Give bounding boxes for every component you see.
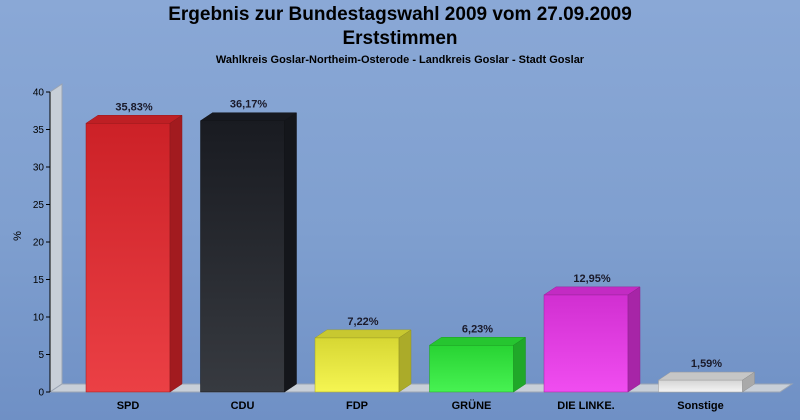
- data-label-gr-ne: 6,23%: [462, 323, 493, 335]
- y-tick-label-15: 15: [33, 275, 45, 286]
- bar-top-gr-ne: [428, 337, 527, 346]
- bar-die-linke: [543, 294, 629, 393]
- bar-side-cdu: [284, 112, 297, 393]
- bar-side-die-linke: [627, 286, 641, 393]
- category-label-gr-ne: GRÜNE: [452, 399, 492, 412]
- y-tick-label-0: 0: [38, 388, 44, 399]
- category-label-die-linke: DIE LINKE.: [557, 400, 614, 412]
- y-tick-label-5: 5: [38, 350, 44, 361]
- chart-caption: Wahlkreis Goslar-Northeim-Osterode - Lan…: [215, 54, 585, 66]
- bar-side-spd: [169, 114, 183, 393]
- y-tick-label-30: 30: [33, 163, 45, 174]
- data-label-sonstige: 1,59%: [691, 358, 722, 370]
- data-label-cdu: 36,17%: [230, 99, 268, 111]
- bar-side-sonstige: [742, 371, 755, 393]
- data-label-fdp: 7,22%: [347, 316, 378, 328]
- y-tick-label-35: 35: [33, 125, 45, 136]
- bar-top-sonstige: [657, 371, 756, 381]
- bar-cdu: [200, 120, 285, 393]
- chart-subtitle: Erststimmen: [342, 28, 458, 49]
- category-label-cdu: CDU: [231, 400, 255, 412]
- bar-fdp: [314, 337, 400, 393]
- bar-top-die-linke: [543, 286, 641, 296]
- y-axis-label: %: [12, 231, 24, 241]
- y-tick-label-10: 10: [33, 313, 45, 324]
- chart-side-wall: [49, 83, 63, 393]
- bar-spd: [85, 123, 171, 393]
- y-tick-label-20: 20: [33, 238, 45, 249]
- bar-gr-ne: [429, 345, 514, 393]
- data-label-spd: 35,83%: [115, 101, 153, 113]
- chart-title: Ergebnis zur Bundestagswahl 2009 vom 27.…: [168, 4, 632, 25]
- bar-sonstige: [658, 379, 743, 393]
- y-tick-label-25: 25: [33, 200, 45, 211]
- bar-side-gr-ne: [513, 336, 526, 393]
- category-label-sonstige: Sonstige: [677, 400, 723, 412]
- bar-top-fdp: [314, 329, 412, 339]
- y-tick-label-40: 40: [33, 88, 45, 99]
- bar-top-cdu: [199, 112, 298, 121]
- data-label-die-linke: 12,95%: [573, 273, 611, 285]
- bar-top-spd: [85, 115, 183, 124]
- category-label-spd: SPD: [117, 400, 140, 412]
- category-label-fdp: FDP: [346, 400, 368, 412]
- bar-side-fdp: [398, 329, 412, 393]
